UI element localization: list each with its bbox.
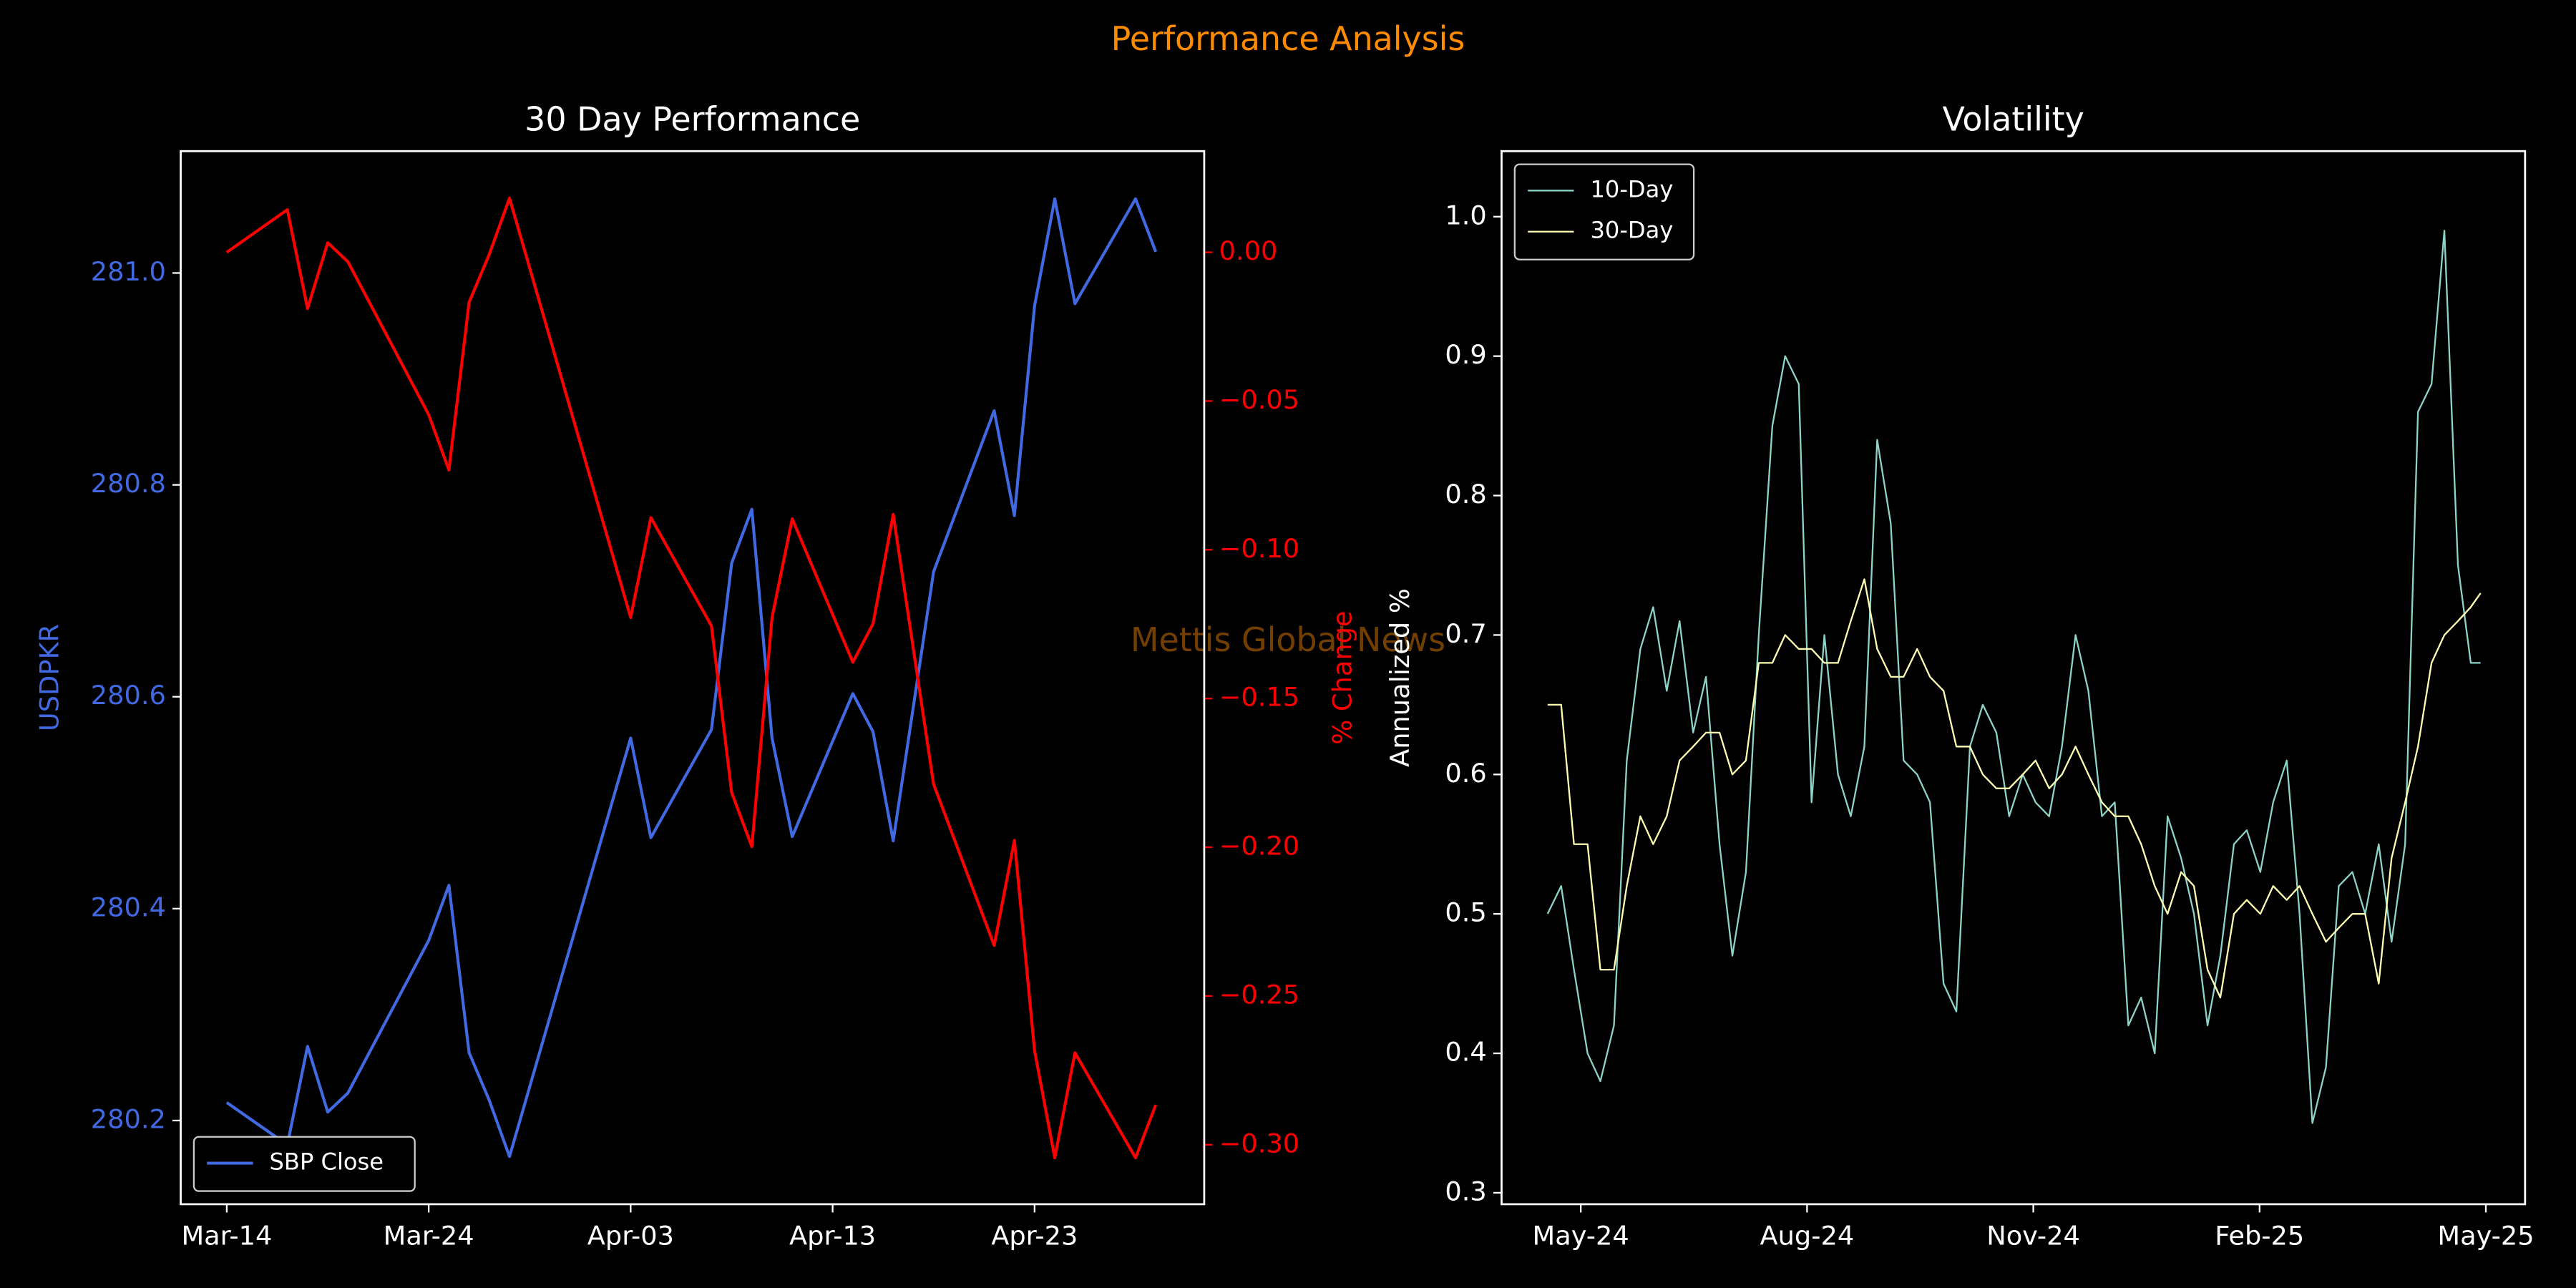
y2-tick-label: −0.10 (1219, 533, 1300, 564)
legend-box (1513, 163, 1695, 260)
series-line (1546, 230, 2481, 1124)
y2-tick-label: −0.15 (1219, 682, 1300, 713)
y-tick-label: 280.8 (91, 468, 166, 499)
y-tick-label: 0.4 (1445, 1037, 1486, 1068)
x-tick-label: Apr-13 (789, 1220, 876, 1251)
y-tick-label: 0.9 (1445, 339, 1486, 370)
x-tick-label: Mar-24 (384, 1220, 474, 1251)
series-line (1547, 578, 2482, 999)
figure-title: Performance Analysis (1111, 19, 1465, 58)
x-tick-label: Mar-14 (181, 1220, 272, 1251)
legend-box (192, 1136, 416, 1192)
chart-title: 30 Day Performance (525, 99, 860, 138)
y-tick-label: 1.0 (1445, 200, 1486, 230)
y-tick-label: 0.7 (1445, 618, 1486, 649)
y-tick-label: 281.0 (91, 256, 166, 287)
y2-tick-label: −0.05 (1219, 384, 1300, 415)
y-tick-label: 280.6 (91, 680, 166, 711)
y-tick-label: 280.2 (91, 1103, 166, 1134)
y2-tick-label: −0.20 (1219, 831, 1300, 862)
series-line (225, 197, 1158, 1158)
y-axis-label: Annualized % (1385, 588, 1415, 767)
y2-axis-label: % Change (1327, 610, 1358, 744)
x-tick-label: Apr-23 (991, 1220, 1078, 1251)
x-tick-label: Apr-03 (587, 1220, 674, 1251)
series-line (225, 196, 1158, 1160)
y-tick-label: 0.5 (1445, 897, 1486, 928)
x-tick-label: Nov-24 (1986, 1220, 2080, 1251)
legend-label: 30-Day (1590, 217, 1673, 244)
y2-tick-label: −0.25 (1219, 979, 1300, 1010)
x-tick-label: May-24 (1533, 1220, 1629, 1251)
y2-tick-label: 0.00 (1219, 235, 1278, 266)
y-tick-label: 0.8 (1445, 479, 1486, 509)
plot-frame (1501, 150, 2527, 1206)
watermark: Mettis Global News (1131, 620, 1445, 659)
y-tick-label: 0.6 (1445, 758, 1486, 789)
y-tick-label: 280.4 (91, 892, 166, 922)
y-tick-label: 0.3 (1445, 1176, 1486, 1206)
x-tick-label: May-25 (2437, 1220, 2534, 1251)
x-tick-label: Aug-24 (1760, 1220, 1855, 1251)
legend-label: SBP Close (270, 1148, 384, 1176)
y-axis-label: USDPKR (34, 624, 65, 731)
x-tick-label: Feb-25 (2215, 1220, 2304, 1251)
plot-frame (180, 150, 1206, 1206)
y2-tick-label: −0.30 (1219, 1128, 1300, 1158)
legend-label: 10-Day (1590, 175, 1673, 203)
chart-title: Volatility (1943, 99, 2084, 138)
